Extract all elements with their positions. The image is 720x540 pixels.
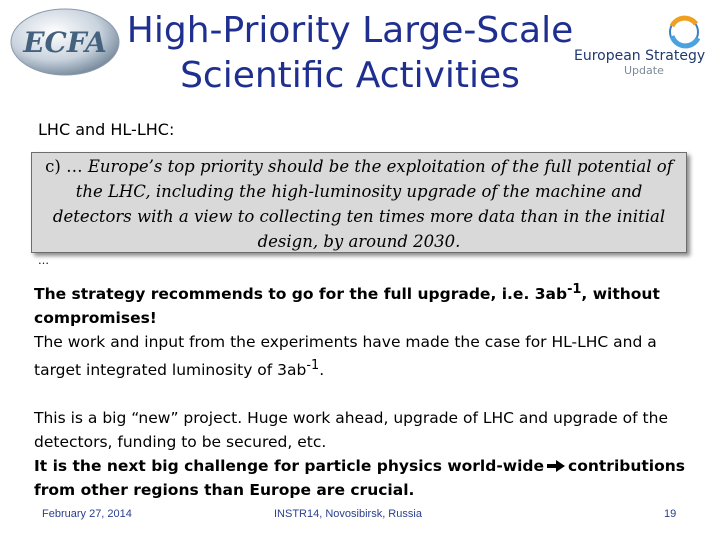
body-paragraph-3: This is a big “new” project. Huge work a… xyxy=(34,409,668,452)
ecfa-logo: ECFA xyxy=(8,6,122,78)
body-p4-text-end: contributions from other regions than Eu… xyxy=(34,457,686,500)
section-heading: LHC and HL-LHC: xyxy=(38,120,175,139)
footer-venue: INSTR14, Novosibirsk, Russia xyxy=(274,508,422,520)
body-p2-superscript: -1 xyxy=(306,358,320,374)
slide-title: High-Priority Large-Scale Scientific Act… xyxy=(120,8,580,98)
slide-title-line2: Scientific Activities xyxy=(180,55,520,96)
body-p1-text-end: , without compromises! xyxy=(34,285,660,328)
quote-lead: c) … xyxy=(45,157,88,176)
svg-text:European Strategy: European Strategy xyxy=(574,48,705,64)
quote-ellipsis: … xyxy=(38,254,49,267)
svg-text:Update: Update xyxy=(624,64,664,77)
body-p2-text: The work and input from the experiments … xyxy=(34,333,657,380)
footer-date: February 27, 2014 xyxy=(42,508,132,520)
body-paragraph-1: The strategy recommends to go for the fu… xyxy=(34,278,702,330)
european-strategy-logo: European Strategy Update xyxy=(572,10,716,80)
body-p2-text-end: . xyxy=(319,361,325,380)
body-p1-superscript: -1 xyxy=(567,282,582,297)
body-p1-text: The strategy recommends to go for the fu… xyxy=(34,285,568,304)
slide-title-line1: High-Priority Large-Scale xyxy=(126,10,574,51)
strategy-quote: c) … Europe’s top priority should be the… xyxy=(36,154,682,254)
arrow-right-icon xyxy=(544,454,568,478)
strategy-quote-box: c) … Europe’s top priority should be the… xyxy=(31,152,687,267)
footer-page-number: 19 xyxy=(664,508,677,520)
svg-text:ECFA: ECFA xyxy=(22,26,107,59)
slide-body: The strategy recommends to go for the fu… xyxy=(34,278,702,502)
paragraph-gap xyxy=(34,382,702,406)
quote-text: Europe’s top priority should be the expl… xyxy=(52,157,673,251)
body-paragraph-2: The work and input from the experiments … xyxy=(34,330,702,382)
body-p4-text: It is the next big challenge for particl… xyxy=(34,457,545,476)
body-paragraph-4: It is the next big challenge for particl… xyxy=(34,454,702,502)
